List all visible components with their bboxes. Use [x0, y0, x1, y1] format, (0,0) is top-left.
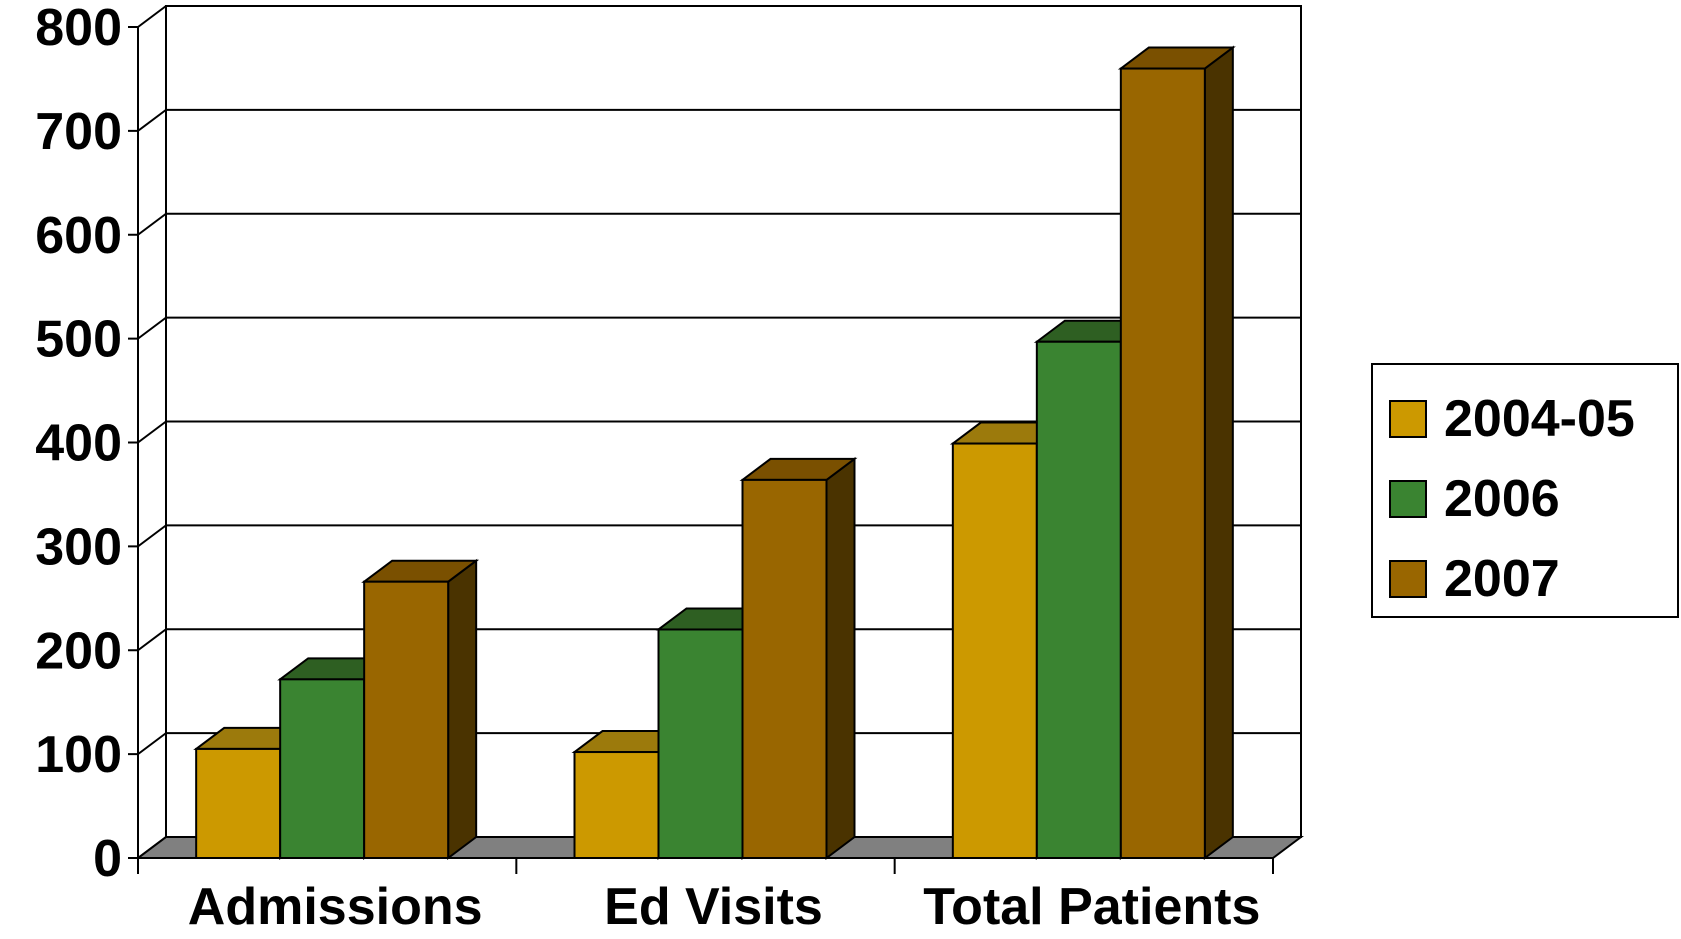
side-gridline: [137, 420, 167, 444]
side-gridline: [137, 109, 167, 132]
y-tick-label: 100: [35, 726, 122, 784]
bar: [951, 442, 1038, 859]
y-tick-label: 700: [35, 103, 122, 161]
legend-swatch: [1389, 560, 1427, 598]
bar: [741, 478, 828, 859]
side-gridline: [137, 732, 167, 755]
bar-2007-Total Patients: [1117, 45, 1236, 860]
bar: [363, 580, 450, 859]
legend: 2004-05 2006 2007: [1371, 363, 1679, 618]
bar-side: [1203, 45, 1234, 860]
side-gridline: [137, 212, 167, 236]
category-label: Ed Visits: [604, 878, 823, 936]
bar: [657, 628, 744, 859]
y-tick-labels: 0 100 200 300 400 500 600 700 800: [35, 0, 122, 888]
legend-swatch: [1389, 480, 1427, 518]
bar: [195, 747, 282, 860]
bar-side: [825, 456, 856, 860]
category-label: Admissions: [188, 878, 483, 936]
y-tick-label: 600: [35, 207, 122, 265]
category-labels: Admissions Ed Visits Total Patients: [188, 878, 1261, 936]
y-tick-label: 400: [35, 415, 122, 473]
bar-2007-Admissions: [361, 558, 480, 860]
side-gridline: [137, 316, 167, 340]
category-label: Total Patients: [923, 878, 1260, 936]
side-gridline: [137, 836, 167, 859]
legend-label: 2006: [1444, 470, 1560, 528]
bar: [573, 751, 660, 859]
y-tick-label: 0: [93, 830, 122, 888]
y-tick-label: 200: [35, 622, 122, 680]
bar: [1035, 340, 1122, 859]
bar: [1119, 67, 1206, 860]
bar-side: [447, 558, 478, 860]
y-tick-label: 500: [35, 311, 122, 369]
bar: [279, 678, 366, 860]
bar-2007-Ed Visits: [739, 456, 858, 860]
side-gridline: [137, 628, 167, 652]
legend-label: 2004-05: [1444, 390, 1635, 448]
legend-swatch: [1389, 400, 1427, 438]
side-gridline: [137, 524, 167, 548]
bars: [193, 45, 1236, 860]
y-tick-label: 800: [35, 0, 122, 57]
legend-label: 2007: [1444, 550, 1560, 608]
y-tick-label: 300: [35, 518, 122, 576]
side-gridline: [137, 5, 167, 28]
